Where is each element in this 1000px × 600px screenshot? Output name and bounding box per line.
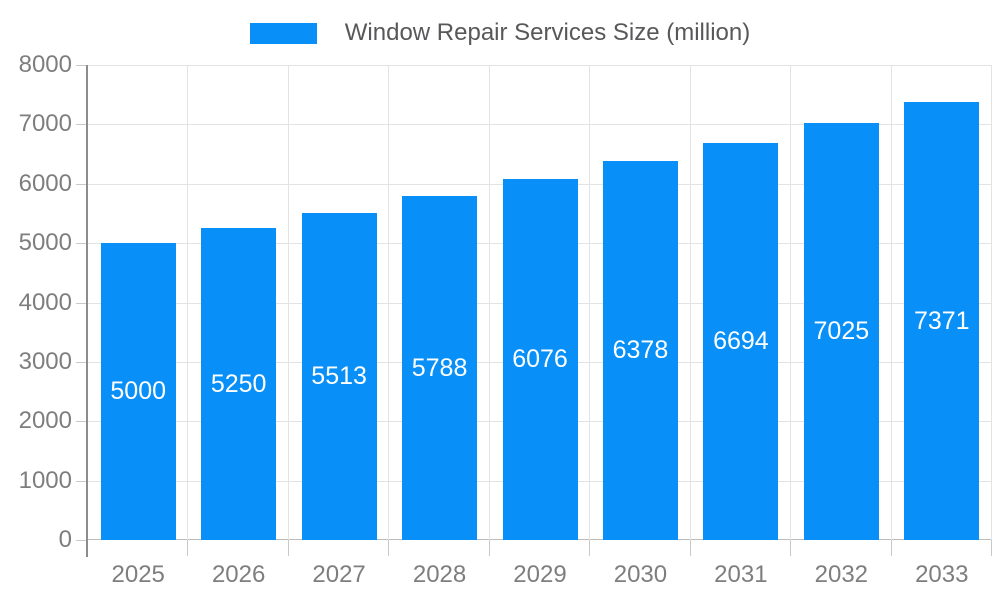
gridline-vertical-8 [891, 65, 892, 540]
y-axis-label-4000: 4000 [18, 288, 72, 316]
x-axis-label-2029: 2029 [513, 561, 567, 588]
x-axis-tick-3 [388, 540, 389, 556]
x-axis-label-2030: 2030 [613, 561, 668, 588]
bar-value-label-2026: 5250 [210, 369, 267, 398]
legend-label: Window Repair Services Size (million) [344, 19, 751, 46]
y-axis-tick-3000 [76, 361, 88, 363]
gridline-vertical-1 [187, 65, 188, 540]
x-axis-tick-2 [288, 540, 289, 556]
bar-value-label-2033: 7371 [913, 306, 970, 335]
x-axis-tick-4 [489, 540, 490, 556]
gridline-vertical-3 [388, 65, 389, 540]
y-axis-tick-1000 [76, 480, 88, 482]
bar-2027[interactable]: 5513 [301, 212, 377, 540]
bar-2028[interactable]: 5788 [402, 196, 478, 540]
x-axis-label-2027: 2027 [312, 561, 366, 588]
bar-2032[interactable]: 7025 [803, 122, 879, 540]
y-axis-line [86, 65, 88, 557]
y-axis-tick-2000 [76, 421, 88, 423]
bar-2025[interactable]: 5000 [100, 243, 176, 540]
y-axis-tick-7000 [76, 124, 88, 126]
y-axis-label-0: 0 [58, 526, 72, 553]
y-axis-tick-4000 [76, 302, 88, 304]
x-axis-label-2032: 2032 [814, 561, 869, 588]
gridline-horizontal-8000 [88, 65, 992, 66]
gridline-vertical-5 [589, 65, 590, 540]
bar-value-label-2031: 6694 [713, 326, 769, 355]
gridline-vertical-9 [991, 65, 992, 540]
gridline-vertical-2 [288, 65, 289, 540]
x-axis-tick-9 [991, 540, 992, 556]
x-axis-label-2025: 2025 [111, 561, 165, 588]
y-axis-label-7000: 7000 [18, 110, 72, 138]
x-axis-tick-5 [589, 540, 590, 556]
x-axis-label-2028: 2028 [412, 561, 467, 588]
x-axis-label-2031: 2031 [714, 561, 768, 588]
gridline-horizontal-7000 [88, 124, 992, 126]
x-axis-label-2026: 2026 [211, 561, 266, 588]
y-axis-label-3000: 3000 [18, 347, 72, 375]
bar-2033[interactable]: 7371 [904, 102, 980, 540]
x-axis-tick-1 [187, 540, 188, 556]
bar-value-label-2027: 5513 [311, 361, 367, 390]
y-axis-tick-8000 [76, 65, 88, 66]
bar-value-label-2032: 7025 [813, 316, 870, 345]
bar-value-label-2025: 5000 [110, 377, 167, 406]
gridline-vertical-7 [790, 65, 791, 540]
gridline-vertical-6 [690, 65, 691, 540]
x-axis-tick-8 [891, 540, 892, 556]
bar-2031[interactable]: 6694 [703, 142, 779, 540]
y-axis-label-1000: 1000 [18, 466, 72, 494]
x-axis-label-2033: 2033 [915, 561, 969, 588]
y-axis-label-5000: 5000 [18, 229, 72, 257]
bar-2030[interactable]: 6378 [602, 161, 678, 540]
bar-value-label-2029: 6076 [512, 345, 568, 374]
bar-value-label-2028: 5788 [411, 353, 468, 382]
y-axis-tick-5000 [76, 243, 88, 245]
y-axis-tick-0 [76, 540, 88, 541]
bar-2026[interactable]: 5250 [201, 228, 277, 540]
y-axis-label-8000: 8000 [18, 51, 72, 78]
legend-swatch [249, 22, 317, 44]
plot-area: 5000 5250 5513 5788 6076 6378 6694 7025 7371 [88, 65, 992, 540]
legend[interactable]: Window Repair Services Size (million) [0, 20, 1000, 46]
y-axis-label-6000: 6000 [18, 169, 72, 197]
x-axis-tick-6 [690, 540, 691, 556]
bar-2029[interactable]: 6076 [502, 179, 578, 540]
gridline-vertical-4 [489, 65, 490, 540]
y-axis-label-2000: 2000 [18, 407, 72, 435]
x-axis-tick-7 [790, 540, 791, 556]
bar-value-label-2030: 6378 [612, 336, 669, 365]
y-axis-tick-6000 [76, 183, 88, 185]
